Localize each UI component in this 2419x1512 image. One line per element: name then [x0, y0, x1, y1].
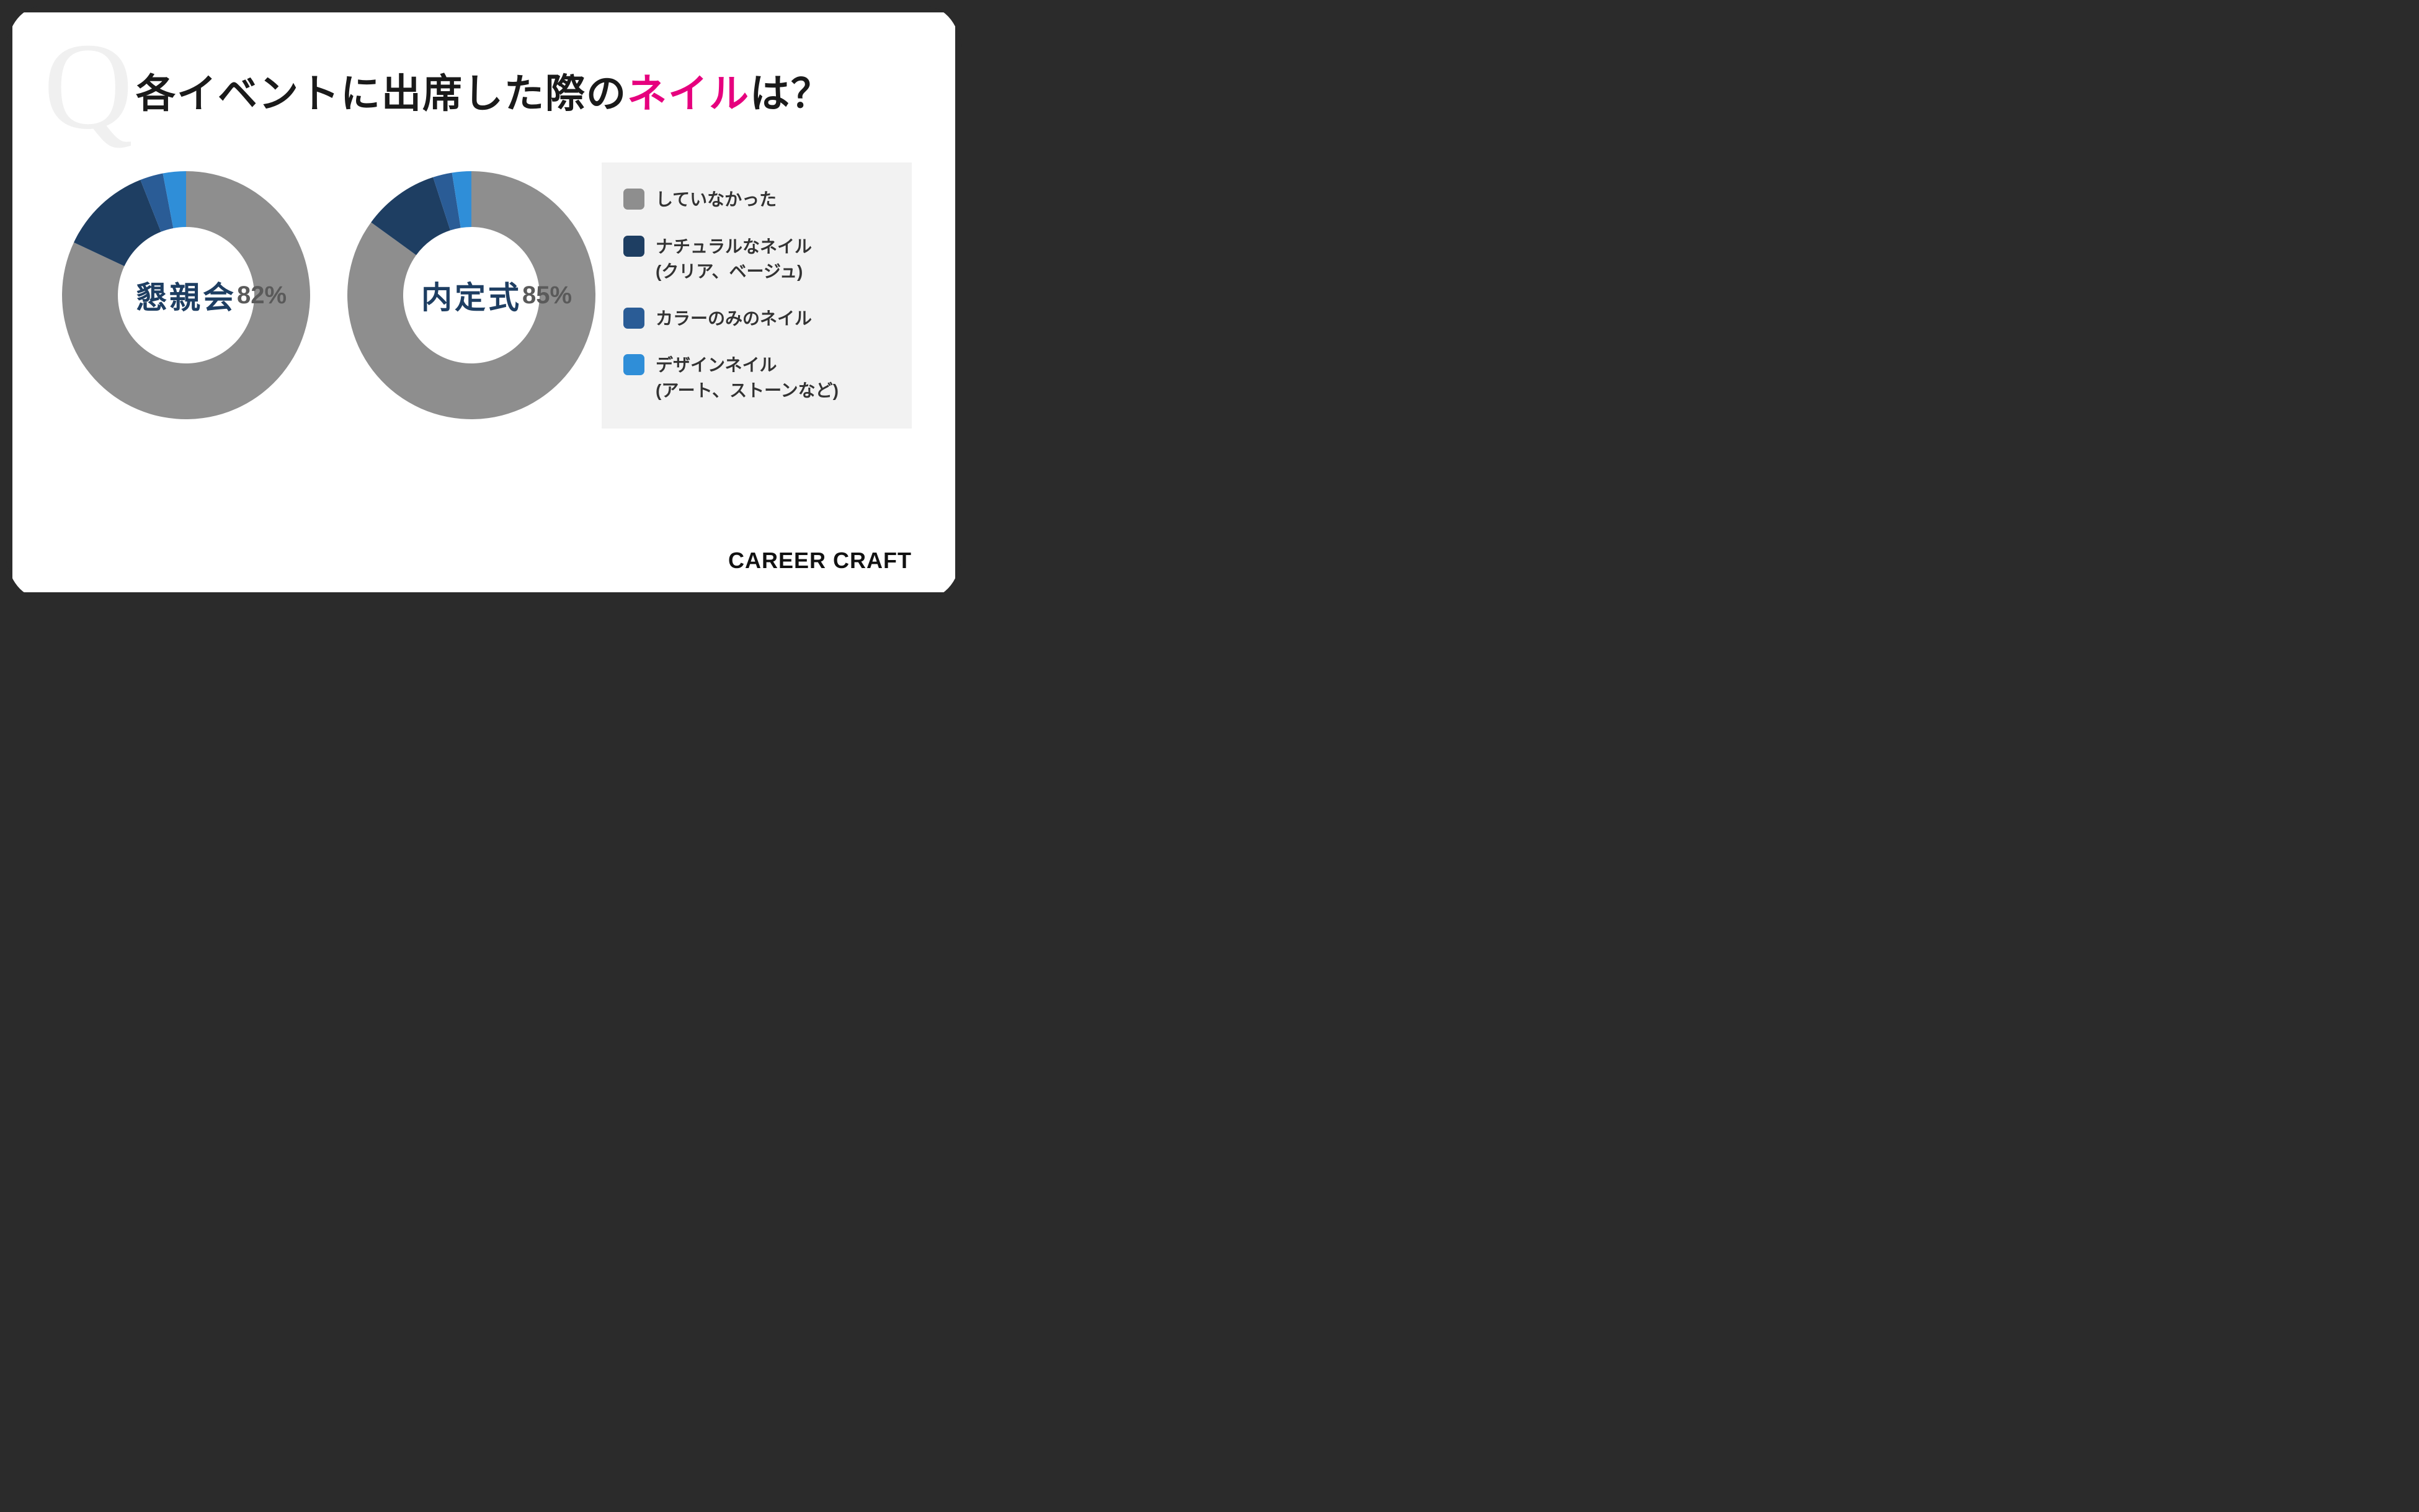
title-accent: ネイル [627, 71, 750, 116]
page-title: 各イベントに出席した際のネイルは？ [56, 62, 912, 119]
legend-item: デザインネイル(アート、ストーンなど) [623, 353, 890, 403]
corner-decoration [921, 558, 968, 605]
legend-label: ナチュラルなネイル(クリア、ベージュ) [656, 234, 812, 285]
infographic-frame: Q 各イベントに出席した際のネイルは？ 懇親会82%内定式85% していなかった… [12, 12, 955, 592]
legend: していなかったナチュラルなネイル(クリア、ベージュ) カラーのみのネイルデザインネ… [602, 162, 912, 429]
legend-label: カラーのみのネイル [656, 306, 812, 332]
donut-center-label: 内定式 [421, 273, 522, 318]
legend-swatch [623, 236, 644, 257]
legend-label: デザインネイル(アート、ストーンなど) [656, 353, 839, 403]
legend-item: ナチュラルなネイル(クリア、ベージュ) [623, 234, 890, 285]
donut-chart: 内定式85% [341, 165, 602, 425]
legend-swatch [623, 308, 644, 329]
corner-decoration [921, 0, 968, 47]
legend-label: していなかった [656, 187, 777, 213]
donut-center: 懇親会 [136, 273, 236, 318]
corner-decoration [0, 558, 47, 605]
legend-item: していなかった [623, 187, 890, 213]
corner-decoration [0, 0, 47, 47]
title-prefix: 各イベントに出席した際の [136, 71, 627, 116]
donut-center-label: 懇親会 [136, 273, 236, 318]
donut-chart: 懇親会82% [56, 165, 316, 425]
donut-pct-label: 82% [237, 282, 287, 309]
legend-swatch [623, 354, 644, 375]
legend-swatch [623, 189, 644, 210]
brand-logo: CAREER CRAFT [728, 548, 912, 574]
content-row: 懇親会82%内定式85% していなかったナチュラルなネイル(クリア、ベージュ)カ… [56, 162, 912, 429]
charts-container: 懇親会82%内定式85% [56, 165, 602, 425]
legend-item: カラーのみのネイル [623, 306, 890, 332]
donut-pct-label: 85% [522, 282, 572, 309]
donut-center: 内定式 [421, 273, 522, 318]
title-suffix: は？ [750, 71, 832, 116]
